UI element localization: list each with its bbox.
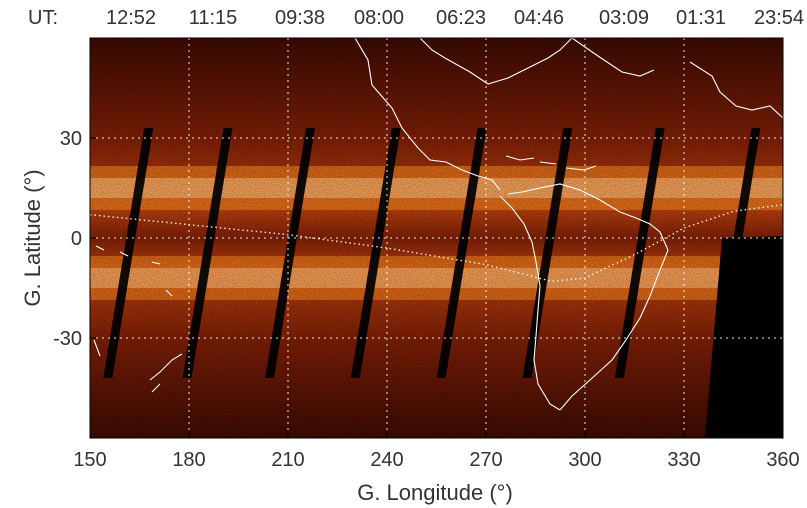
x-tick-label: 150 bbox=[73, 449, 106, 471]
data-gap-stripe bbox=[436, 128, 487, 378]
x-axis-ticks: 150 180 210 240 270 300 330 360 bbox=[73, 432, 800, 471]
x-tick-label: 240 bbox=[370, 449, 403, 471]
plot-area bbox=[90, 38, 783, 438]
y-axis-ticks: 30 0 -30 bbox=[53, 128, 96, 350]
top-axis-tick-label: 09:38 bbox=[275, 7, 325, 29]
x-tick-label: 210 bbox=[271, 449, 304, 471]
data-gap-stripe bbox=[522, 128, 573, 378]
y-axis-label: G. Latitude (°) bbox=[20, 169, 45, 306]
top-axis-tick-label: 23:54 bbox=[754, 7, 804, 29]
north-america-coast bbox=[354, 38, 783, 191]
data-gap-stripe bbox=[614, 128, 665, 378]
x-tick-label: 300 bbox=[568, 449, 601, 471]
data-gap-stripe bbox=[103, 128, 154, 378]
top-axis-tick-label: 03:09 bbox=[599, 7, 649, 29]
data-gap-stripe bbox=[182, 128, 233, 378]
x-tick-label: 330 bbox=[667, 449, 700, 471]
top-axis-tick-label: 12:52 bbox=[106, 7, 156, 29]
x-tick-label: 270 bbox=[469, 449, 502, 471]
south-america-coast bbox=[499, 183, 669, 411]
top-axis-tick-label: 08:00 bbox=[354, 7, 404, 29]
data-gap-stripe bbox=[350, 128, 401, 378]
top-axis: UT: 12:52 11:15 09:38 08:00 06:23 04:46 03:09 0… bbox=[28, 7, 804, 29]
y-tick-label: 0 bbox=[71, 228, 82, 250]
top-axis-tick-label: 06:23 bbox=[436, 7, 486, 29]
x-tick-label: 360 bbox=[766, 449, 799, 471]
y-tick-label: 30 bbox=[60, 128, 82, 150]
caribbean-islands bbox=[505, 155, 597, 171]
pacific-islands bbox=[93, 245, 183, 393]
coastlines bbox=[93, 38, 783, 411]
x-axis-label: G. Longitude (°) bbox=[357, 480, 513, 505]
top-axis-ticks: 12:52 11:15 09:38 08:00 06:23 04:46 03:09 01:31… bbox=[106, 7, 804, 29]
grid-lines bbox=[90, 38, 783, 438]
x-tick-label: 180 bbox=[172, 449, 205, 471]
top-axis-tick-label: 01:31 bbox=[676, 7, 726, 29]
no-data-region bbox=[705, 236, 783, 438]
y-tick-label: -30 bbox=[53, 328, 82, 350]
top-axis-label: UT: bbox=[28, 7, 58, 29]
top-axis-tick-label: 11:15 bbox=[189, 7, 238, 29]
top-axis-tick-label: 04:46 bbox=[514, 7, 564, 29]
data-gap-stripe bbox=[265, 128, 315, 378]
